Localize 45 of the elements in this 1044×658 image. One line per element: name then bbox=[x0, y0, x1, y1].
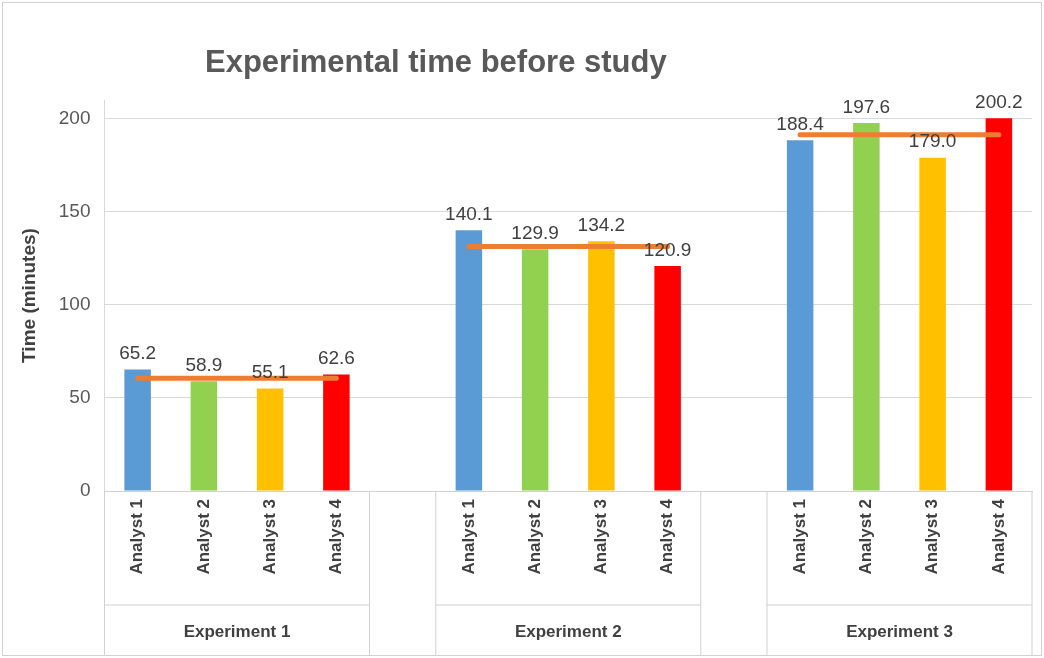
y-tick-label: 100 bbox=[58, 293, 91, 315]
x-tick-label: Analyst 4 bbox=[326, 498, 346, 575]
data-label: 140.1 bbox=[445, 202, 493, 224]
bar bbox=[985, 118, 1013, 491]
x-tick-label: Analyst 2 bbox=[856, 499, 876, 575]
data-label: 197.6 bbox=[842, 95, 891, 117]
bar bbox=[853, 123, 880, 491]
data-label: 179.0 bbox=[908, 130, 957, 152]
x-tick-label: Analyst 1 bbox=[127, 499, 147, 575]
bar bbox=[323, 374, 350, 491]
bar bbox=[124, 369, 151, 491]
bar bbox=[654, 265, 681, 491]
x-tick-label: Analyst 3 bbox=[922, 499, 942, 575]
data-label: 65.2 bbox=[119, 342, 157, 364]
data-label: 188.4 bbox=[776, 112, 825, 134]
x-tick-label: Analyst 1 bbox=[789, 499, 809, 575]
x-tick-label: Analyst 2 bbox=[524, 499, 544, 575]
text: Experiment 2 bbox=[514, 621, 622, 641]
bar bbox=[455, 230, 483, 491]
bar bbox=[919, 157, 946, 491]
x-tick-label: Analyst 4 bbox=[657, 498, 677, 575]
x-tick-label: Analyst 3 bbox=[591, 499, 611, 575]
data-label: 120.9 bbox=[643, 238, 692, 260]
data-label: 129.9 bbox=[511, 221, 559, 243]
text: Experiment 3 bbox=[846, 621, 953, 641]
bar bbox=[521, 249, 549, 491]
data-label: 62.6 bbox=[317, 347, 355, 369]
y-tick-label: 150 bbox=[58, 199, 91, 221]
x-tick-label: Analyst 4 bbox=[988, 498, 1008, 575]
data-label: 200.2 bbox=[975, 90, 1023, 112]
bar bbox=[256, 388, 284, 491]
bar bbox=[588, 241, 615, 491]
y-axis-title: Time (minutes) bbox=[17, 228, 39, 363]
data-label: 58.9 bbox=[185, 354, 223, 376]
data-label: 134.2 bbox=[577, 213, 626, 235]
x-tick-label: Analyst 3 bbox=[259, 499, 279, 575]
y-tick-label: 0 bbox=[79, 479, 91, 501]
x-tick-label: Analyst 2 bbox=[193, 499, 213, 575]
y-tick-label: 200 bbox=[58, 106, 91, 128]
bar bbox=[190, 381, 218, 491]
bar bbox=[786, 140, 814, 491]
chart-title: Experimental time before study bbox=[205, 44, 667, 80]
x-tick-label: Analyst 1 bbox=[458, 499, 478, 575]
y-tick-label: 50 bbox=[69, 386, 91, 408]
text: Experiment 1 bbox=[183, 621, 291, 641]
